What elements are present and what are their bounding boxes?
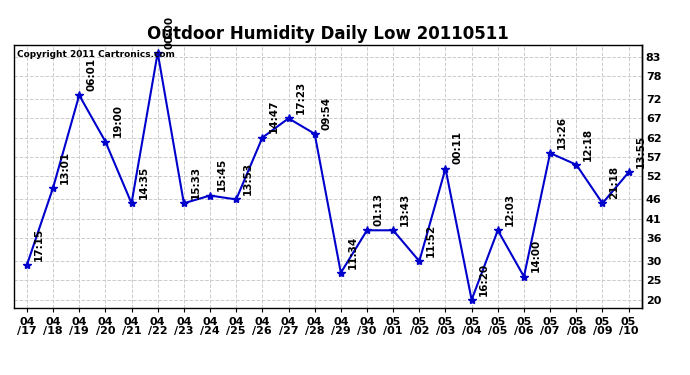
Text: 13:26: 13:26 [557, 116, 567, 149]
Text: 13:53: 13:53 [243, 162, 253, 195]
Text: 13:55: 13:55 [635, 135, 646, 168]
Text: 14:00: 14:00 [531, 239, 541, 273]
Text: 09:54: 09:54 [322, 96, 332, 130]
Text: 13:43: 13:43 [400, 193, 410, 226]
Text: 15:33: 15:33 [191, 166, 201, 199]
Text: 16:20: 16:20 [479, 262, 489, 296]
Text: 17:15: 17:15 [34, 228, 44, 261]
Text: 14:47: 14:47 [269, 100, 279, 134]
Text: 11:34: 11:34 [348, 236, 358, 268]
Text: 12:18: 12:18 [583, 128, 593, 160]
Text: 00:00: 00:00 [165, 15, 175, 48]
Text: 06:01: 06:01 [86, 58, 96, 91]
Text: 19:00: 19:00 [112, 104, 122, 137]
Text: 01:13: 01:13 [374, 193, 384, 226]
Text: 21:18: 21:18 [609, 166, 620, 199]
Text: 00:11: 00:11 [453, 131, 462, 164]
Text: Copyright 2011 Cartronics.com: Copyright 2011 Cartronics.com [17, 50, 175, 59]
Title: Outdoor Humidity Daily Low 20110511: Outdoor Humidity Daily Low 20110511 [147, 26, 509, 44]
Text: 14:35: 14:35 [139, 166, 148, 199]
Text: 11:52: 11:52 [426, 224, 436, 257]
Text: 15:45: 15:45 [217, 158, 227, 191]
Text: 17:23: 17:23 [295, 81, 306, 114]
Text: 13:01: 13:01 [60, 150, 70, 184]
Text: 12:03: 12:03 [505, 193, 515, 226]
